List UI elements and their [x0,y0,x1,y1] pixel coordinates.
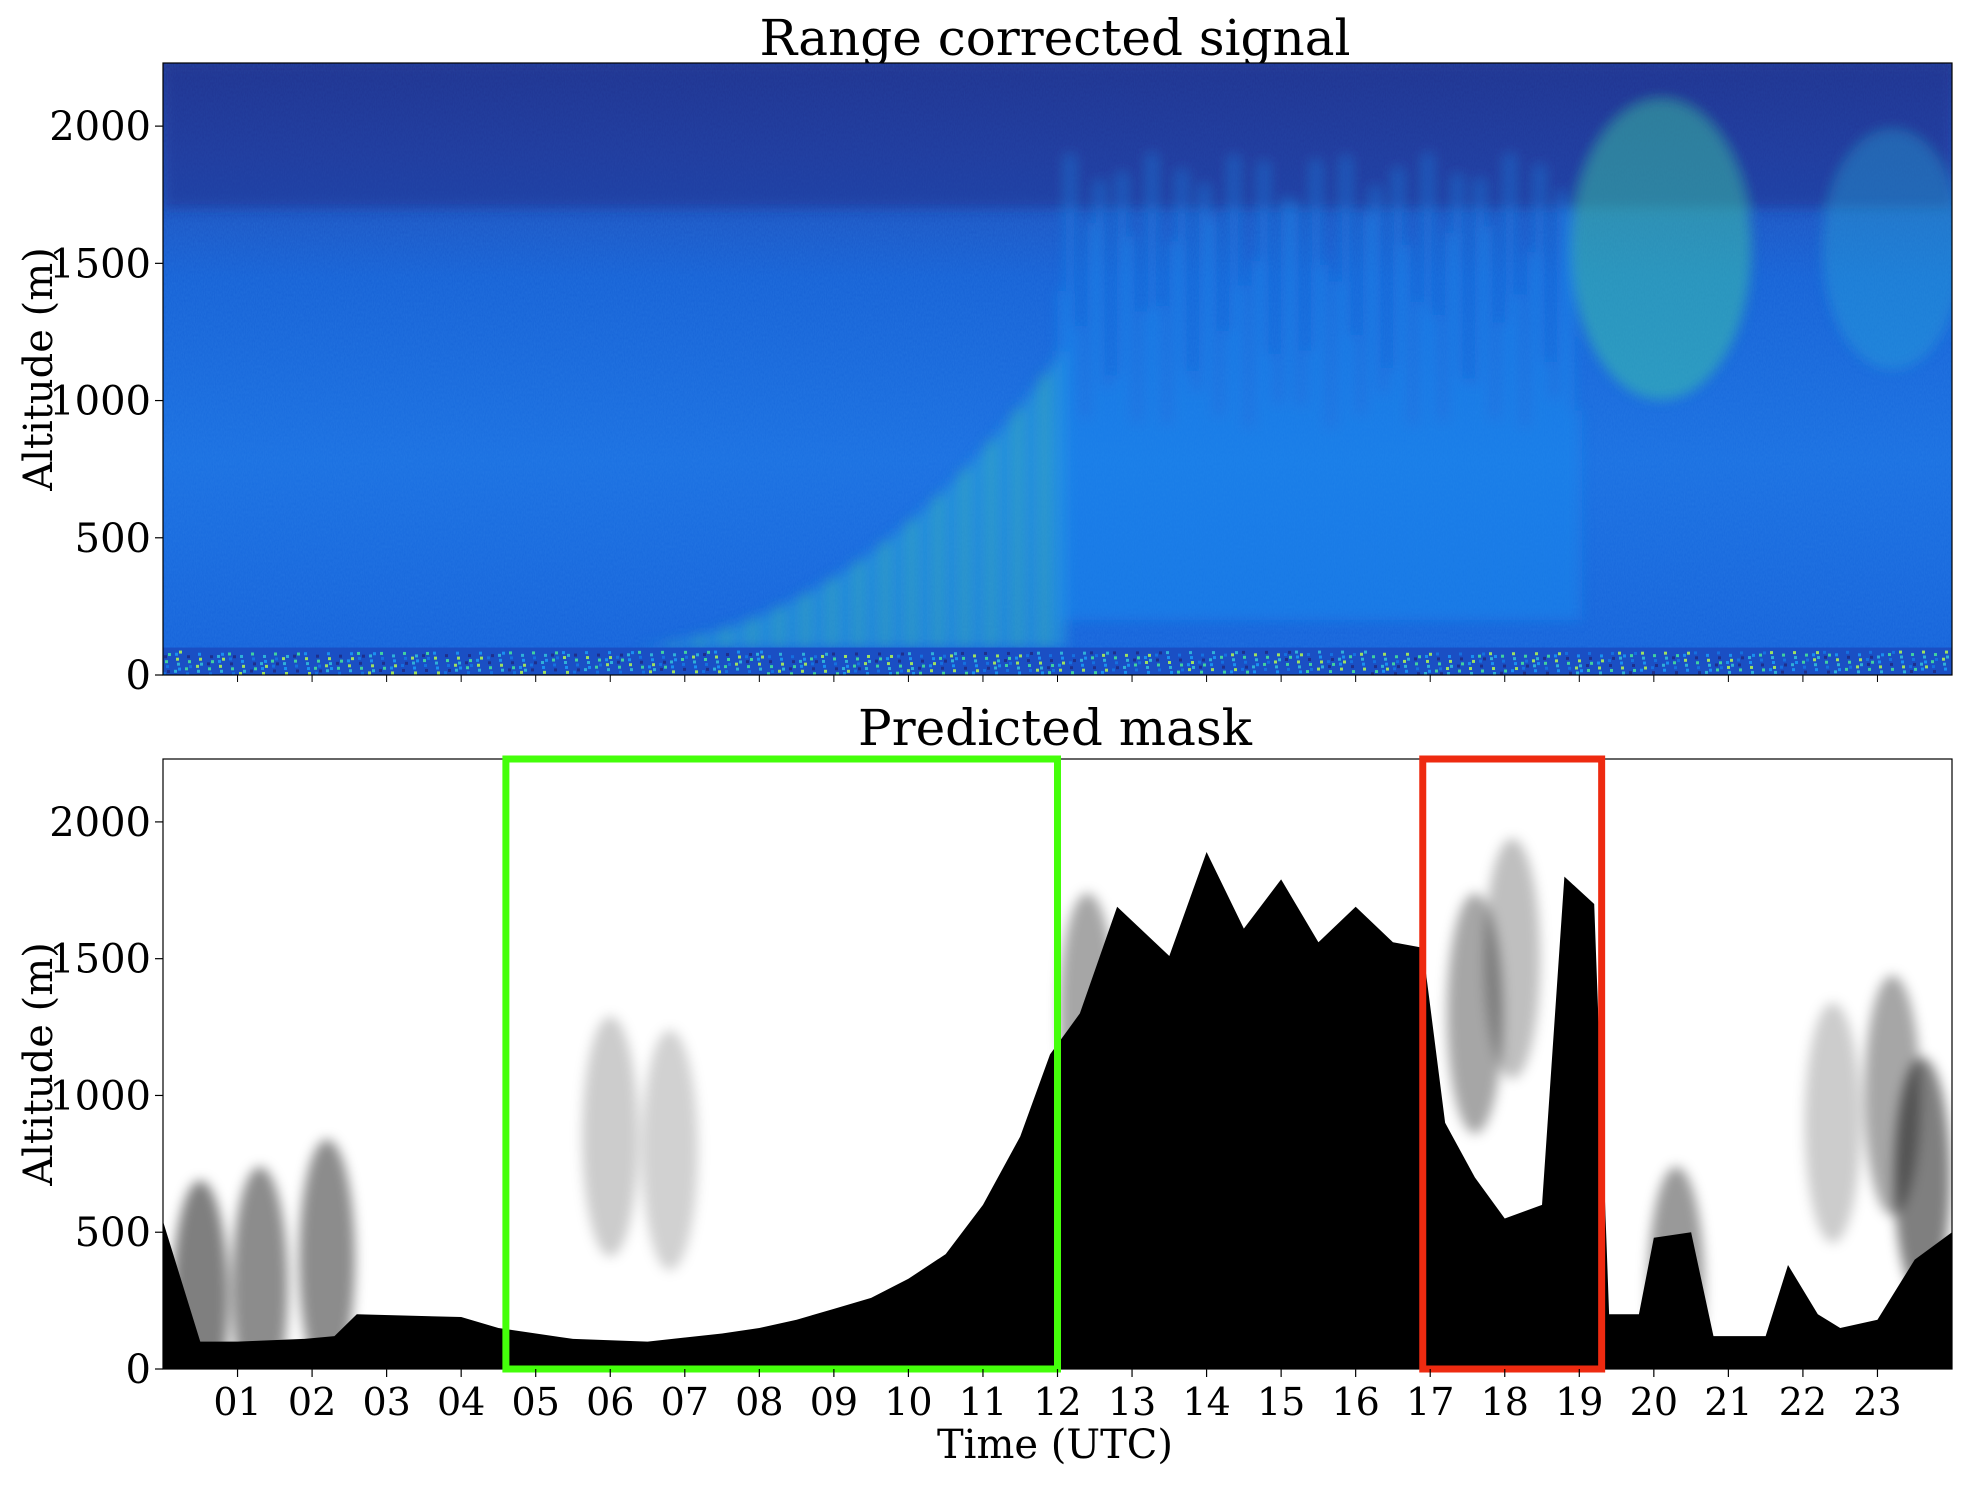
highlight-box-green [502,755,1061,1373]
mask-xtick-label: 09 [810,1380,858,1424]
mask-xtick-label: 16 [1331,1380,1379,1424]
mask-xtick-label: 03 [362,1380,410,1424]
mask-xtick-label: 21 [1704,1380,1752,1424]
mask-xtick-label: 05 [512,1380,560,1424]
rcs-ytick-label: 1500 [49,241,151,287]
mask-xtick-label: 23 [1853,1380,1901,1424]
mask-xtick-label: 07 [661,1380,709,1424]
mask-xlabel: Time (UTC) [937,1422,1173,1468]
rcs-ylabel: Altitude (m) [16,247,62,492]
mask-panel: Predicted mask Altitude (m) 0 500 1000 1500… [16,699,1953,1468]
mask-xtick-label: 17 [1406,1380,1454,1424]
mask-ytick-label: 1000 [49,1073,151,1119]
mask-xtick-label: 11 [959,1380,1007,1424]
mask-xtick-label: 15 [1257,1380,1305,1424]
mask-title: Predicted mask [858,699,1253,757]
mask-ytick-label: 1500 [49,937,151,983]
mask-xtick-label: 12 [1033,1380,1081,1424]
mask-xtick-label: 18 [1481,1380,1529,1424]
highlight-box-red [1419,755,1606,1373]
rcs-ytick-label: 2000 [49,104,151,150]
rcs-title: Range corrected signal [759,9,1350,67]
mask-xtick-label: 01 [213,1380,261,1424]
mask-ytick-label: 500 [75,1210,151,1256]
mask-xtick-label: 04 [437,1380,485,1424]
rcs-heatmap [163,63,1952,675]
mask-xtick-label: 13 [1108,1380,1156,1424]
rcs-panel: Range corrected signal Altitude (m) 0 500… [16,9,1953,699]
mask-ytick-label: 2000 [49,800,151,846]
mask-ytick-label: 0 [126,1347,151,1393]
mask-xtick-label: 06 [586,1380,634,1424]
mask-xtick-label: 10 [884,1380,932,1424]
mask-ylabel: Altitude (m) [16,942,62,1187]
mask-xtick-label: 14 [1182,1380,1230,1424]
mask-xtick-label: 22 [1779,1380,1827,1424]
mask-xtick-label: 02 [288,1380,336,1424]
mask-xtick-label: 08 [735,1380,783,1424]
mask-xtick-label: 20 [1630,1380,1678,1424]
rcs-ytick-label: 1000 [49,379,151,425]
rcs-ytick-label: 500 [75,516,151,562]
rcs-ytick-label: 0 [126,653,151,699]
mask-xtick-label: 19 [1555,1380,1603,1424]
